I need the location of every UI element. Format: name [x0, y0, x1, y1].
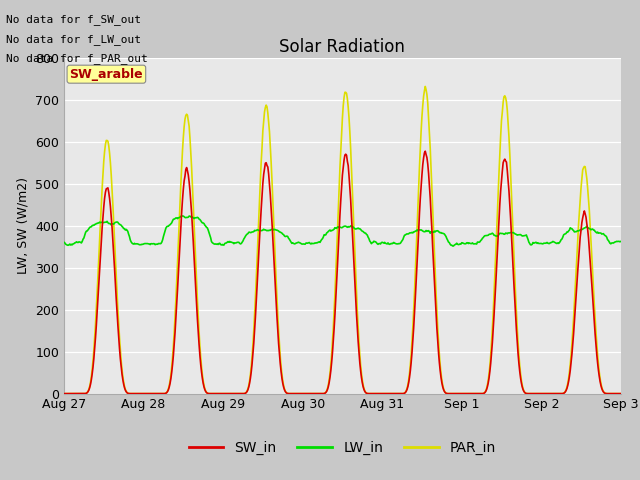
Legend: SW_in, LW_in, PAR_in: SW_in, LW_in, PAR_in: [183, 435, 502, 461]
Text: No data for f_LW_out: No data for f_LW_out: [6, 34, 141, 45]
Title: Solar Radiation: Solar Radiation: [280, 38, 405, 56]
Y-axis label: LW, SW (W/m2): LW, SW (W/m2): [17, 177, 29, 274]
Text: No data for f_PAR_out: No data for f_PAR_out: [6, 53, 148, 64]
Text: SW_arable: SW_arable: [70, 68, 143, 81]
Text: No data for f_SW_out: No data for f_SW_out: [6, 14, 141, 25]
